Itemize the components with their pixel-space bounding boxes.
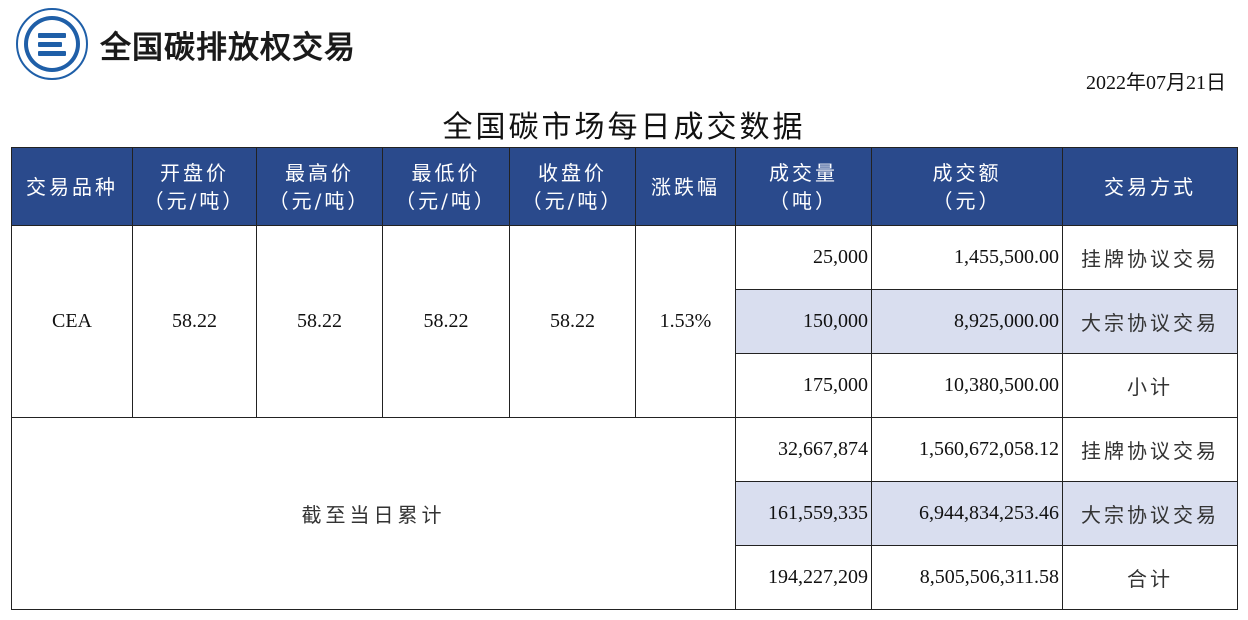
mode-cell: 大宗协议交易 [1062, 289, 1238, 354]
column-header-amount: 成交额 （元） [871, 147, 1063, 226]
exchange-logo-icon [16, 8, 88, 80]
volume-cell: 175,000 [735, 353, 872, 418]
volume-cell: 25,000 [735, 225, 872, 290]
column-header-open: 开盘价 （元/吨） [132, 147, 257, 226]
amount-cell: 8,505,506,311.58 [871, 545, 1063, 610]
volume-cell: 150,000 [735, 289, 872, 354]
close-price-cell: 58.22 [509, 225, 636, 418]
open-price-cell: 58.22 [132, 225, 257, 418]
column-header-change: 涨跌幅 [635, 147, 736, 226]
column-header-mode: 交易方式 [1062, 147, 1238, 226]
amount-cell: 1,560,672,058.12 [871, 417, 1063, 482]
column-header-volume: 成交量 （吨） [735, 147, 872, 226]
table-row: 175,000 10,380,500.00 小计 [12, 353, 1238, 418]
high-price-cell: 58.22 [256, 225, 383, 418]
column-header-low: 最低价 （元/吨） [382, 147, 510, 226]
mode-cell: 小计 [1062, 353, 1238, 418]
volume-cell: 194,227,209 [735, 545, 872, 610]
amount-cell: 6,944,834,253.46 [871, 481, 1063, 546]
low-price-cell: 58.22 [382, 225, 510, 418]
product-cell: CEA [11, 225, 133, 418]
mode-cell: 合计 [1062, 545, 1238, 610]
column-header-close: 收盘价 （元/吨） [509, 147, 636, 226]
volume-cell: 32,667,874 [735, 417, 872, 482]
brand-name: 全国碳排放权交易 [100, 30, 356, 66]
table-row: CEA 58.22 58.22 58.22 58.22 1.53% 25,000… [11, 225, 1238, 418]
change-cell: 1.53% [635, 225, 736, 418]
mode-cell: 挂牌协议交易 [1062, 417, 1238, 482]
amount-cell: 8,925,000.00 [871, 289, 1063, 354]
column-header-product: 交易品种 [11, 147, 133, 226]
mode-cell: 挂牌协议交易 [1062, 225, 1238, 290]
table-row: 150,000 8,925,000.00 大宗协议交易 [12, 289, 1238, 354]
page-title: 全国碳市场每日成交数据 [442, 110, 806, 145]
amount-cell: 1,455,500.00 [871, 225, 1063, 290]
mode-cell: 大宗协议交易 [1062, 481, 1238, 546]
table-row: 194,227,209 8,505,506,311.58 合计 [12, 545, 1238, 610]
amount-cell: 10,380,500.00 [871, 353, 1063, 418]
column-header-high: 最高价 （元/吨） [256, 147, 383, 226]
table-row: 161,559,335 6,944,834,253.46 大宗协议交易 [12, 481, 1238, 546]
header-row: 交易品种 开盘价 （元/吨） 最高价 （元/吨） 最低价 （元/吨） 收盘价 （元/吨）… [11, 147, 1238, 226]
report-date: 2022年07月21日 [1086, 72, 1226, 94]
cumulative-label-cell: 截至当日累计 [11, 417, 736, 610]
table-row: 截至当日累计 32,667,874 1,560,672,058.12 挂牌协议交… [11, 417, 1238, 610]
volume-cell: 161,559,335 [735, 481, 872, 546]
trade-data-table: 交易品种 开盘价 （元/吨） 最高价 （元/吨） 最低价 （元/吨） 收盘价 （元/吨）… [11, 147, 1238, 610]
